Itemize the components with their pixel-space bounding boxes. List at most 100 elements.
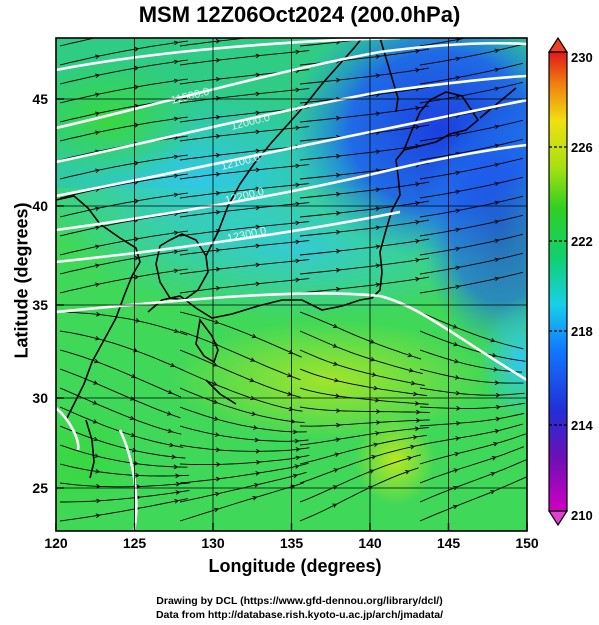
streamline	[299, 200, 430, 218]
streamline	[179, 368, 303, 412]
streamline	[419, 330, 526, 362]
streamline	[59, 192, 188, 218]
colorbar-top-triangle	[547, 36, 569, 53]
streamline	[179, 462, 309, 484]
contour-line	[56, 292, 527, 382]
colorbar-bottom-triangle	[547, 510, 569, 527]
streamline	[179, 349, 302, 398]
temperature-shading	[56, 38, 527, 531]
streamline	[299, 349, 425, 386]
streamline	[179, 387, 305, 423]
coastlines	[56, 38, 517, 479]
streamline	[299, 105, 430, 123]
x-tick-labels: 120 125 130 135 140 145 150	[44, 535, 539, 551]
streamline	[179, 259, 310, 275]
streamline	[419, 402, 525, 409]
streamline	[179, 221, 310, 237]
streamline	[419, 62, 524, 85]
streamline	[179, 126, 310, 142]
colorbar-label: 226	[571, 140, 593, 155]
streamline	[419, 38, 465, 47]
streamline	[419, 176, 524, 199]
x-tick-label: 145	[437, 535, 461, 551]
streamline	[419, 311, 524, 350]
x-tick-label: 125	[123, 535, 147, 551]
chart-title: MSM 12Z06Oct2024 (200.0hPa)	[138, 2, 461, 27]
y-axis-label: Latitude (degrees)	[11, 202, 32, 359]
credit-data: Data from http://database.rish.kyoto-u.a…	[155, 609, 444, 621]
streamline	[59, 116, 188, 142]
streamline	[59, 211, 188, 237]
streamline	[299, 143, 430, 161]
streamline	[179, 425, 309, 442]
streamline	[419, 433, 526, 465]
streamline	[299, 67, 430, 85]
y-tick-label: 40	[32, 198, 48, 214]
streamline	[179, 183, 310, 199]
streamline	[179, 164, 310, 180]
streamline	[419, 43, 524, 66]
streamline	[59, 463, 190, 477]
streamline	[60, 490, 190, 503]
streamline	[299, 257, 430, 275]
y-tick-label: 25	[32, 480, 48, 496]
colorbar: 230 226 222 218 214 210	[547, 36, 593, 527]
streamline	[299, 276, 430, 294]
credit-drawing: Drawing by DCL (https://www.gfd-dennou.o…	[156, 595, 443, 607]
streamline	[419, 459, 527, 503]
streamline	[299, 406, 430, 413]
colorbar-label: 230	[571, 50, 593, 65]
streamline	[59, 249, 188, 275]
streamline	[299, 467, 419, 522]
streamline	[179, 88, 310, 104]
streamline	[419, 233, 524, 256]
streamline	[179, 311, 302, 358]
contour-line	[56, 407, 80, 451]
streamline	[299, 454, 422, 503]
streamline	[179, 38, 245, 47]
contour-line	[56, 41, 527, 130]
colorbar-label: 222	[571, 234, 593, 249]
x-tick-label: 130	[201, 535, 225, 551]
colorbar-label: 214	[571, 418, 593, 433]
streamline	[179, 240, 310, 256]
streamline	[59, 154, 188, 180]
streamline	[299, 419, 430, 427]
contour-line	[56, 143, 527, 232]
streamline	[59, 40, 188, 66]
y-tick-labels: 25 30 35 40 45	[32, 91, 48, 496]
streamline	[59, 230, 188, 256]
colorbar-bar	[548, 51, 568, 512]
x-axis-label: Longitude (degrees)	[208, 556, 382, 576]
x-tick-label: 150	[515, 535, 539, 551]
streamline	[419, 214, 524, 237]
contour-line	[56, 98, 527, 198]
streamline	[299, 238, 430, 256]
wind-streamlines	[59, 38, 527, 522]
streamline	[419, 412, 525, 427]
streamline	[59, 349, 182, 398]
streamline	[299, 443, 424, 484]
x-tick-label: 120	[44, 535, 68, 551]
streamline	[179, 444, 310, 452]
streamline	[59, 330, 184, 371]
streamline	[59, 498, 189, 522]
streamline	[299, 434, 427, 465]
streamline	[419, 271, 524, 294]
streamline	[419, 387, 525, 396]
y-tick-label: 35	[32, 297, 48, 313]
colorbar-label: 210	[571, 508, 593, 523]
streamline	[59, 173, 188, 199]
x-tick-label: 140	[358, 535, 382, 551]
streamline	[299, 330, 423, 375]
streamline	[179, 482, 305, 522]
streamline	[299, 368, 427, 397]
streamline	[419, 252, 524, 275]
streamline	[299, 181, 430, 199]
streamline	[59, 311, 188, 336]
y-tick-label: 30	[32, 390, 48, 406]
streamline	[179, 278, 310, 294]
streamline	[419, 157, 524, 180]
contour-line	[56, 210, 401, 264]
